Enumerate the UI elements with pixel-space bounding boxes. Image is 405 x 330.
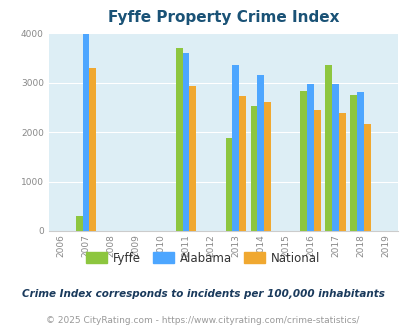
Bar	[313, 110, 320, 231]
Text: © 2025 CityRating.com - https://www.cityrating.com/crime-statistics/: © 2025 CityRating.com - https://www.city…	[46, 316, 359, 325]
Bar	[175, 48, 182, 231]
Text: Crime Index corresponds to incidents per 100,000 inhabitants: Crime Index corresponds to incidents per…	[21, 289, 384, 299]
Bar	[182, 53, 189, 231]
Bar	[325, 65, 331, 231]
Bar	[338, 113, 345, 231]
Bar	[257, 75, 263, 231]
Title: Fyffe Property Crime Index: Fyffe Property Crime Index	[107, 10, 338, 25]
Bar	[76, 216, 83, 231]
Legend: Fyffe, Alabama, National: Fyffe, Alabama, National	[81, 247, 324, 269]
Bar	[83, 34, 89, 231]
Bar	[189, 86, 196, 231]
Bar	[331, 84, 338, 231]
Bar	[232, 65, 239, 231]
Bar	[356, 92, 363, 231]
Bar	[89, 68, 96, 231]
Bar	[350, 95, 356, 231]
Bar	[263, 102, 270, 231]
Bar	[300, 91, 307, 231]
Bar	[239, 96, 245, 231]
Bar	[307, 84, 313, 231]
Bar	[250, 106, 257, 231]
Bar	[363, 124, 370, 231]
Bar	[225, 138, 232, 231]
